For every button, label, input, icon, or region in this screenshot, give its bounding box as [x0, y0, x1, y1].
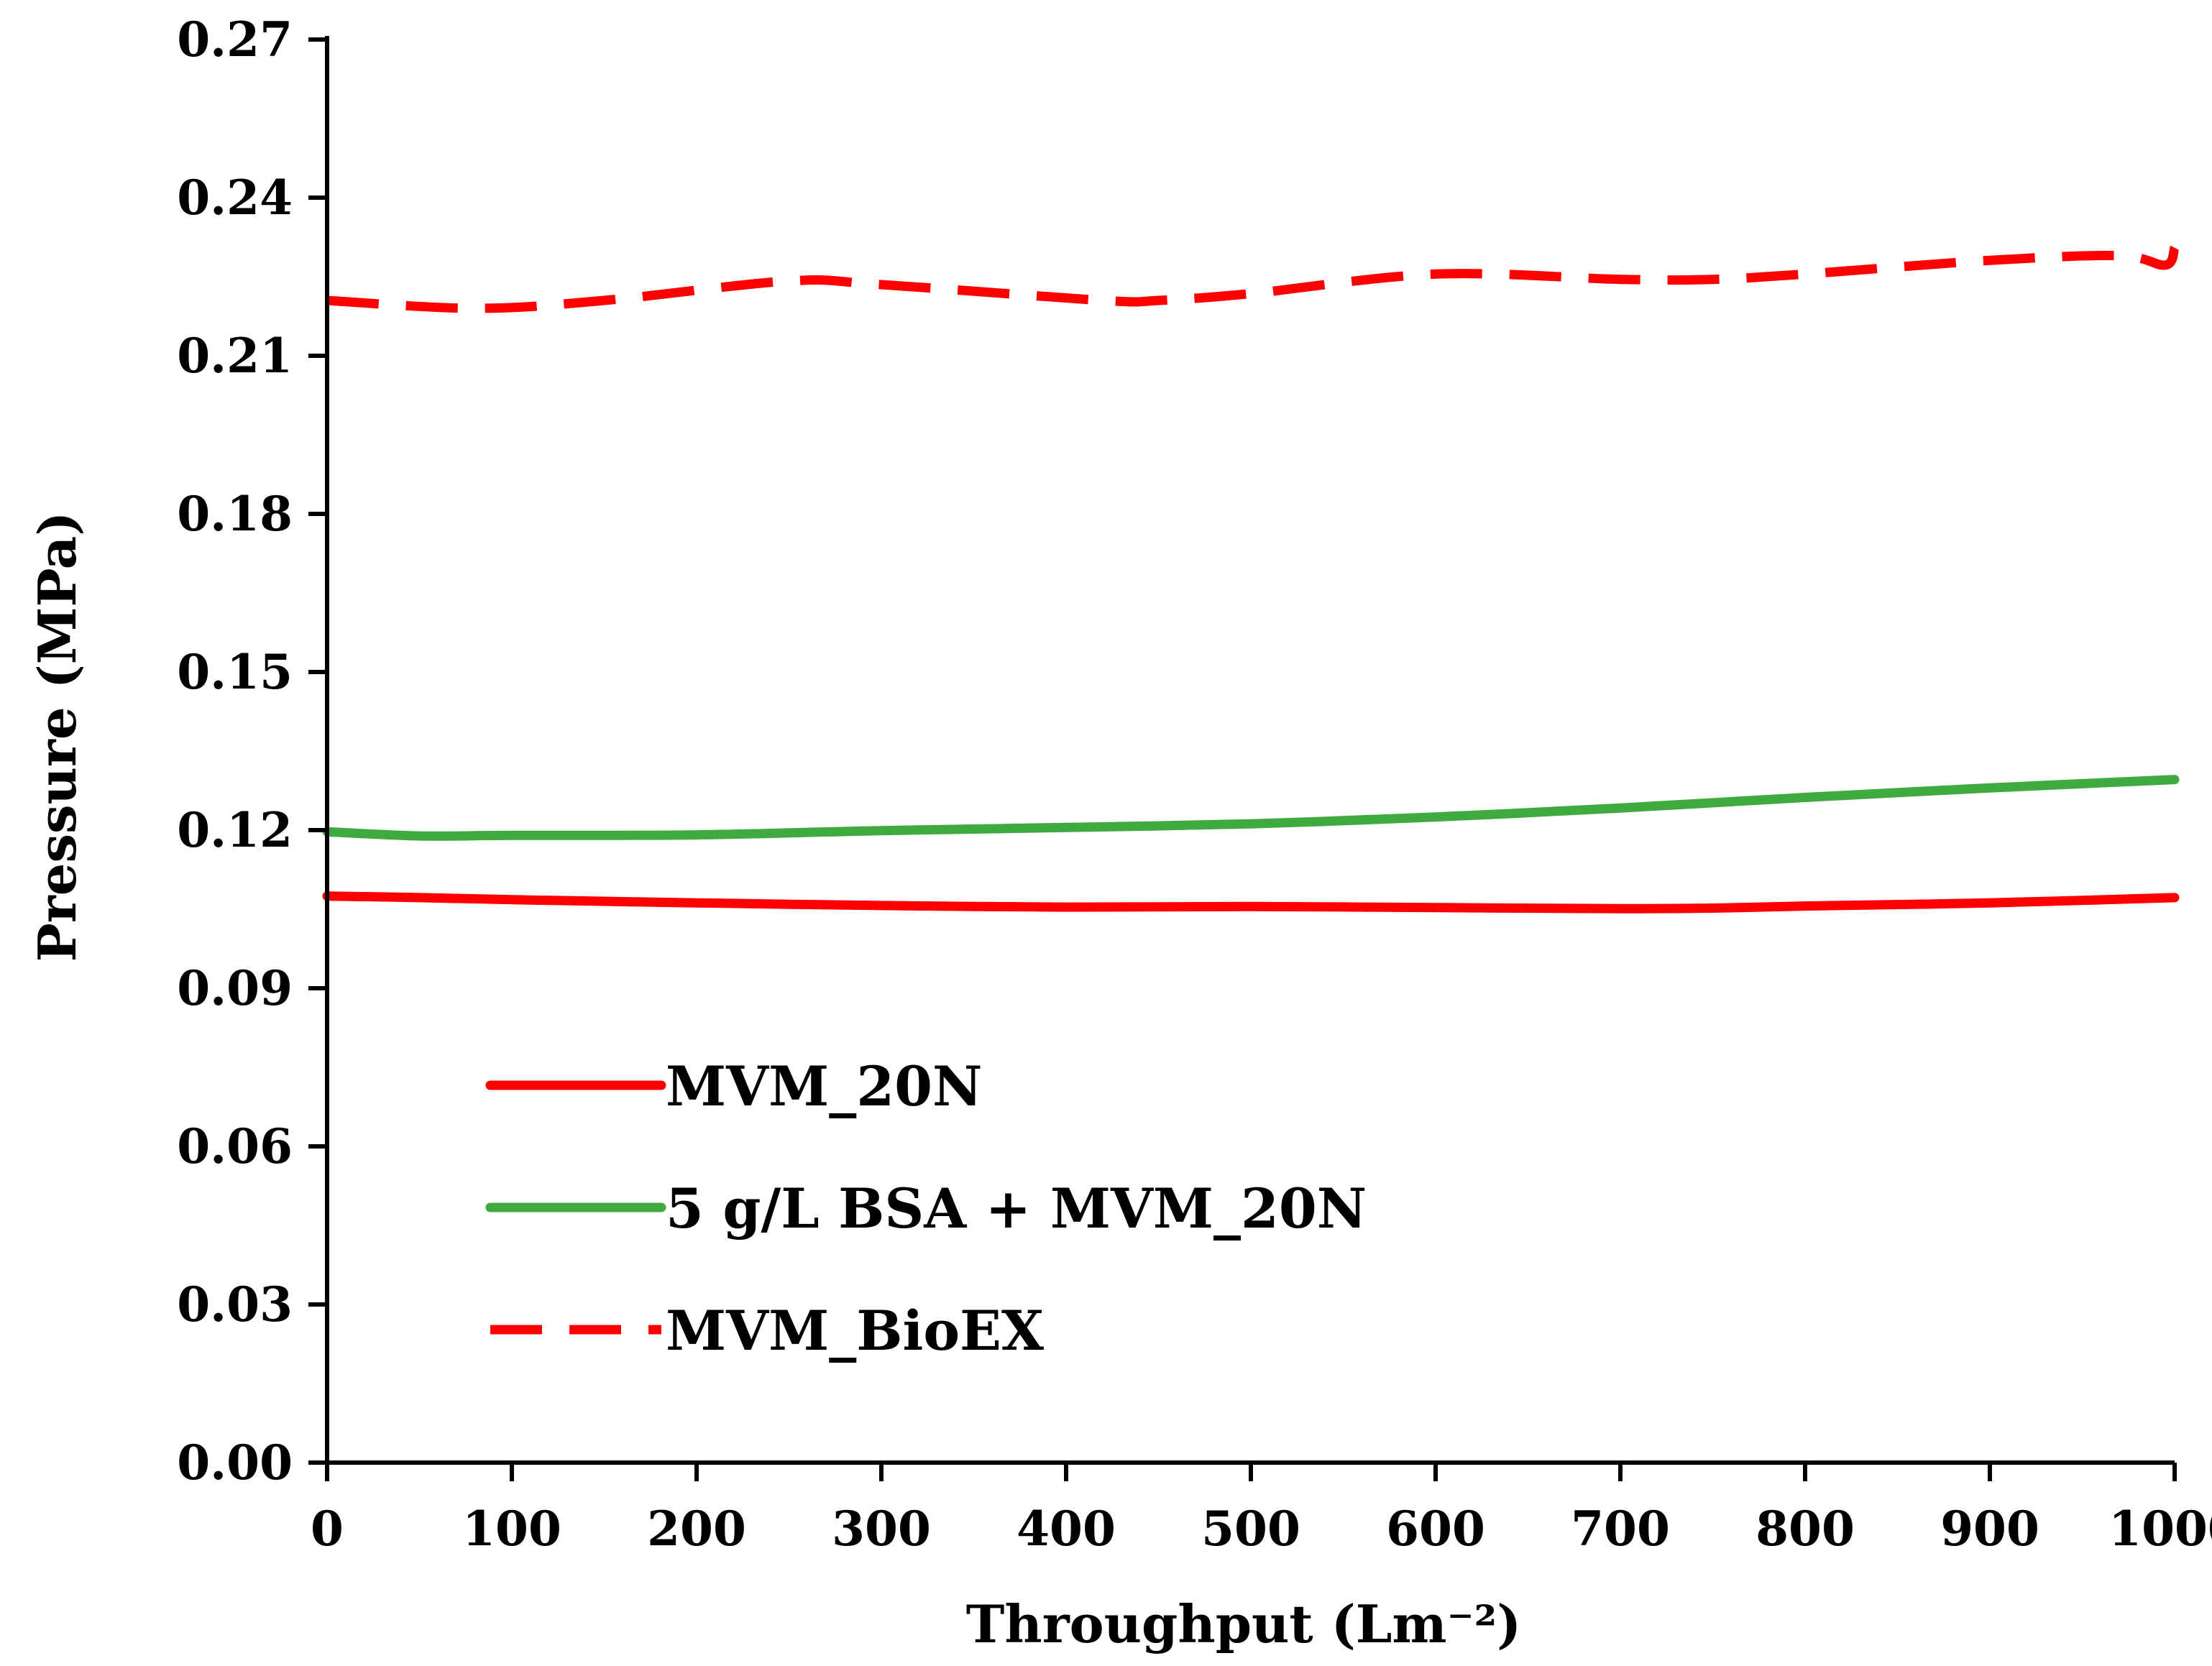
y-tick-label: 0.12	[177, 802, 293, 858]
legend-label-5-g-l-bsa-mvm-20n: 5 g/L BSA + MVM_20N	[666, 1177, 1367, 1241]
y-axis-title: Pressure (MPa)	[27, 512, 88, 962]
y-tick-label: 0.15	[177, 644, 293, 700]
x-tick-label: 900	[1940, 1501, 2039, 1557]
x-tick-label: 0	[311, 1501, 344, 1557]
x-tick-label: 100	[462, 1501, 561, 1557]
x-tick-label: 800	[1756, 1501, 1855, 1557]
legend: MVM_20N 5 g/L BSA + MVM_20N MVM_BioEX	[485, 1054, 1367, 1363]
x-tick-label: 700	[1571, 1501, 1670, 1557]
x-tick-label: 300	[832, 1501, 931, 1557]
y-tick-label: 0.09	[177, 960, 293, 1016]
x-axis-title: Throughput (Lm⁻²)	[966, 1593, 1521, 1655]
series-line-5-g-l-bsa-mvm-20n	[322, 775, 2180, 841]
y-tick-label: 0.00	[177, 1435, 293, 1491]
x-tick-label: 600	[1386, 1501, 1485, 1557]
x-tick-label: 400	[1016, 1501, 1116, 1557]
x-tick-label: 500	[1201, 1501, 1300, 1557]
x-tick-label: 200	[647, 1501, 746, 1557]
series-line-mvm-bioex	[326, 245, 2180, 313]
y-tick-label: 0.06	[177, 1118, 293, 1174]
y-tick-label: 0.27	[177, 11, 293, 68]
y-tick-label: 0.21	[177, 328, 293, 384]
y-tick-label: 0.03	[177, 1276, 293, 1333]
series-layer	[322, 245, 2180, 913]
series-line-mvm-20n	[322, 891, 2180, 913]
y-tick-label: 0.24	[177, 170, 293, 226]
legend-label-mvm-20n: MVM_20N	[666, 1054, 982, 1118]
x-tick-label: 1000	[2108, 1501, 2212, 1557]
y-tick-label: 0.18	[177, 486, 293, 542]
axes-layer: 0.00 0.03 0.06 0.09 0.12 0.15 0.18 0.21 0.24 0.27…	[27, 11, 2212, 1655]
legend-label-mvm-bioex: MVM_BioEX	[666, 1299, 1044, 1363]
